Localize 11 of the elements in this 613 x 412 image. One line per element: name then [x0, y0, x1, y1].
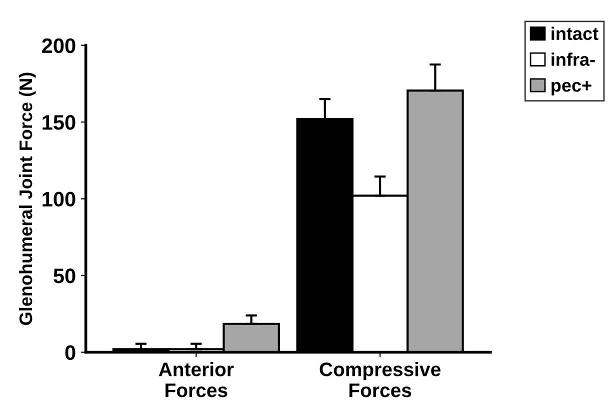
y-axis-title: Glenohumeral Joint Force (N) — [18, 72, 36, 325]
legend-label: pec+ — [552, 81, 592, 96]
legend-label: intact — [552, 26, 598, 40]
y-tick-label: 50 — [54, 268, 76, 284]
y-tick-label: 200 — [42, 38, 76, 54]
y-tick-label: 100 — [42, 192, 76, 207]
x-tick-label: Anterior Forces — [158, 362, 234, 398]
x-tick-label: Compressive Forces — [320, 362, 440, 398]
y-tick-label: 150 — [42, 115, 76, 130]
legend-label: infra- — [552, 52, 595, 66]
y-tick-label: 0 — [65, 345, 76, 360]
